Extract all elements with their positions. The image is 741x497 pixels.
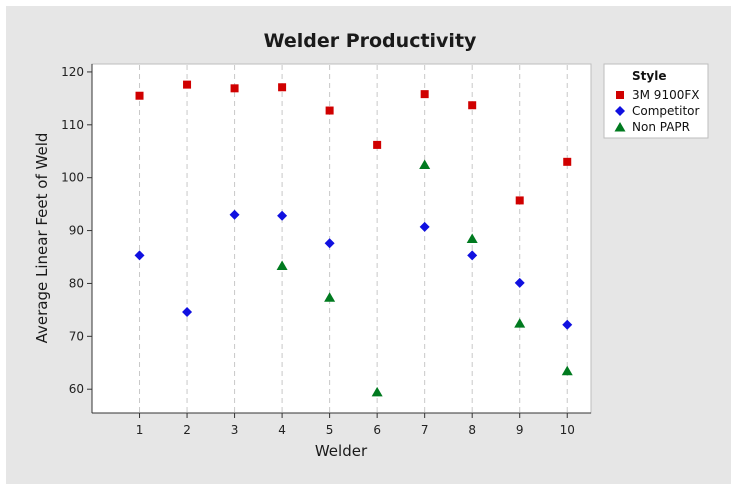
legend-label: Non PAPR — [632, 120, 690, 134]
data-point-square — [468, 101, 477, 110]
data-point-triangle — [276, 260, 288, 270]
plot-area — [91, 63, 592, 414]
data-point-diamond — [134, 250, 145, 261]
data-point-triangle — [419, 159, 431, 169]
chart-title: Welder Productivity — [264, 30, 477, 52]
x-axis-ticks: 1 2 3 4 5 6 7 8 9 10 — [136, 413, 575, 437]
x-tick-label: 7 — [421, 423, 429, 437]
data-point-triangle — [371, 386, 383, 397]
data-point-square — [563, 157, 572, 166]
x-tick-label: 9 — [516, 423, 524, 437]
data-point-square — [183, 80, 192, 89]
legend-marker-diamond — [615, 106, 625, 116]
data-point-diamond — [324, 238, 335, 249]
legend-label: Competitor — [632, 104, 699, 118]
legend: Style 3M 9100FX Competitor Non PAPR — [603, 63, 709, 139]
data-point-diamond — [182, 307, 193, 318]
legend-label: 3M 9100FX — [632, 88, 699, 102]
y-axis-label: Average Linear Feet of Weld — [33, 133, 51, 344]
legend-marker-square — [616, 91, 624, 99]
data-point-square — [135, 91, 144, 100]
data-point-diamond — [514, 277, 525, 288]
y-tick-label: 90 — [69, 224, 84, 238]
x-tick-label: 5 — [326, 423, 334, 437]
data-point-diamond — [419, 221, 430, 232]
data-point-diamond — [229, 209, 240, 220]
data-point-diamond — [277, 210, 288, 221]
x-tick-label: 4 — [278, 423, 286, 437]
data-point-triangle — [324, 292, 336, 302]
y-tick-label: 60 — [69, 382, 84, 396]
x-tick-label: 2 — [183, 423, 191, 437]
x-axis-label: Welder — [315, 442, 368, 460]
x-tick-label: 8 — [468, 423, 476, 437]
data-point-diamond — [562, 319, 573, 330]
legend-title: Style — [632, 69, 666, 83]
data-point-square — [420, 90, 429, 99]
y-tick-label: 100 — [61, 171, 84, 185]
x-tick-label: 3 — [231, 423, 239, 437]
y-tick-label: 110 — [61, 118, 84, 132]
y-axis-ticks: 60 70 80 90 100 110 120 — [61, 65, 92, 396]
chart-frame: Welder Productivity 1 2 3 4 5 6 7 8 9 10 60 70 80 90… — [6, 6, 731, 484]
data-point-triangle — [514, 318, 526, 328]
scatter-chart: Welder Productivity 1 2 3 4 5 6 7 8 9 10 60 70 80 90… — [33, 30, 709, 460]
data-point-square — [515, 196, 524, 205]
data-point-triangle — [466, 233, 478, 243]
data-point-square — [278, 83, 287, 92]
data-point-square — [230, 84, 239, 93]
x-tick-label: 6 — [373, 423, 381, 437]
data-point-diamond — [467, 250, 478, 261]
y-tick-label: 70 — [69, 329, 84, 343]
x-tick-label: 1 — [136, 423, 144, 437]
data-point-triangle — [561, 365, 573, 376]
legend-marker-triangle — [614, 122, 626, 132]
data-points — [134, 80, 573, 397]
x-tick-label: 10 — [560, 423, 575, 437]
data-point-square — [373, 140, 382, 149]
axes — [91, 64, 591, 414]
data-point-square — [325, 106, 334, 115]
y-tick-label: 120 — [61, 65, 84, 79]
y-tick-label: 80 — [69, 276, 84, 290]
